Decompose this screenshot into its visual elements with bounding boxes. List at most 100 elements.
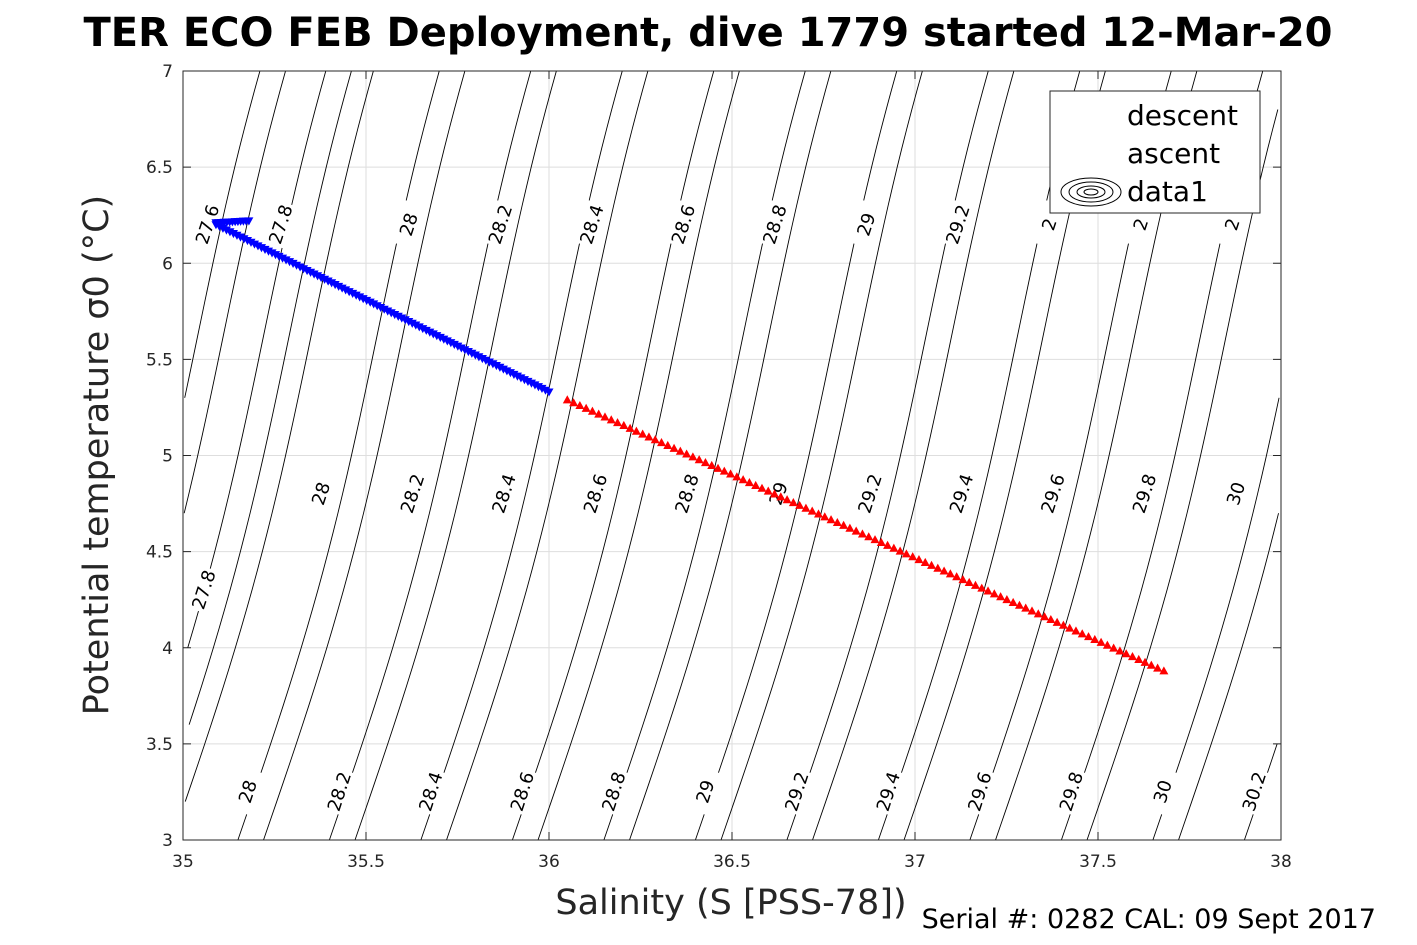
ascent-marker [625,423,635,432]
isopycnal-line [188,70,352,725]
contour-label-bg [302,469,338,518]
ascent-marker [820,512,830,521]
contour-label: 29 [848,199,883,249]
ascent-marker [996,592,1006,601]
ascent-marker [757,483,767,492]
ascent-marker [650,435,660,444]
legend-contour-icon [1083,188,1099,196]
ascent-marker [575,400,585,410]
ascent-marker [644,432,654,441]
ascent-marker [945,569,955,578]
ascent-marker [939,566,949,575]
ascent-marker [1140,657,1150,666]
x-tick-label: 35.5 [347,852,385,872]
ascent-marker [663,440,673,450]
contour-label-bg [1217,469,1253,518]
ascent-marker [744,477,754,487]
y-tick-label: 7 [162,62,173,82]
chart-title: TER ECO FEB Deployment, dive 1779 starte… [83,10,1332,56]
contour-label-bg [870,766,905,816]
isopycnal-line [1178,513,1279,841]
ascent-marker [1002,594,1012,604]
y-tick-label: 3 [162,831,173,851]
contour-labels: 27.6 27.8 28 28.2 28.4 28.6 28.8 29 29.2 2 2 228 28.… [185,199,1271,816]
descent-marker [544,388,554,397]
ascent-marker [813,509,823,518]
ascent-marker [933,563,943,572]
ascent-marker [927,560,937,569]
ascent-marker [656,438,666,447]
ascent-marker [1077,629,1087,638]
isopycnal-line [237,70,440,841]
ascent-marker [1102,640,1112,649]
ascent-marker [870,535,880,544]
ascent-marker [682,449,692,458]
contour-label-bg [668,469,704,518]
legend-contour-icon [1068,181,1114,203]
ascent-marker [1071,626,1081,635]
contour-label-bg [778,766,814,816]
legend-label: ascent [1127,137,1220,170]
ascent-marker [1121,649,1131,658]
contour-label-bg [394,469,429,518]
ascent-marker [1134,654,1144,664]
ascent-marker [600,412,610,421]
ascent-marker [895,546,905,555]
ascent-marker [1014,600,1024,609]
legend-item-data1: data1 [1060,175,1208,208]
ascent-marker [1084,632,1094,641]
ascent-marker [839,520,849,529]
y-tick-label: 4 [162,639,173,659]
ascent-marker [688,452,698,461]
ascent-marker [594,409,604,418]
ascent-marker [631,426,641,435]
ascent-marker [807,506,817,515]
ascent-marker [1008,597,1018,606]
contour-label-bg [665,199,700,249]
contour-label-bg [1144,766,1180,816]
isopycnal-line [629,70,832,841]
ascent-marker [1046,614,1056,624]
legend-contour-icon [1076,185,1106,199]
x-tick-label: 37 [904,852,926,872]
contour-label-bg [851,469,887,518]
x-tick-label: 38 [1270,852,1292,872]
ascent-marker [669,443,679,452]
ascent-marker [1065,623,1075,632]
ascent-marker [989,589,999,598]
legend-contour-icon [1060,177,1122,207]
ascent-marker [901,549,911,558]
contour-label: 28 [229,766,265,816]
contour-label-bg [485,469,521,518]
y-tick-label: 5 [162,447,173,467]
ascent-marker [1153,663,1163,672]
ascent-marker [857,529,867,538]
ascent-marker [1115,646,1125,655]
isopycnal-line [694,70,898,841]
descent-marker [244,217,254,226]
ascent-marker [795,500,805,509]
ascent-marker [801,503,811,512]
x-tick-label: 37.5 [1079,852,1117,872]
x-tick-label: 35 [172,852,194,872]
axis-ticks: 35 35.5 36 36.5 37 37.5 38 3 3.5 4 4.5 5 5.5 6 6.5 7 [146,62,1292,872]
ascent-marker [638,429,648,438]
isopycnal-line [511,70,715,841]
ascent-marker [719,466,729,475]
ascent-marker [770,489,780,498]
isopycnal-line [603,70,806,841]
ascent-marker [700,458,710,467]
ascent-marker [613,418,623,427]
ascent-marker [587,406,597,415]
ascent-marker [970,580,980,589]
contour-label-bg [595,766,631,816]
ascent-marker [1040,612,1050,621]
legend-label: data1 [1127,175,1208,208]
ascent-marker [883,540,893,549]
isopycnal-line [263,70,466,841]
ascent-marker [1146,660,1156,669]
legend: descent ascent data1 [1049,90,1261,214]
ascent-marker [1052,617,1062,626]
x-tick-label: 36 [538,852,560,872]
